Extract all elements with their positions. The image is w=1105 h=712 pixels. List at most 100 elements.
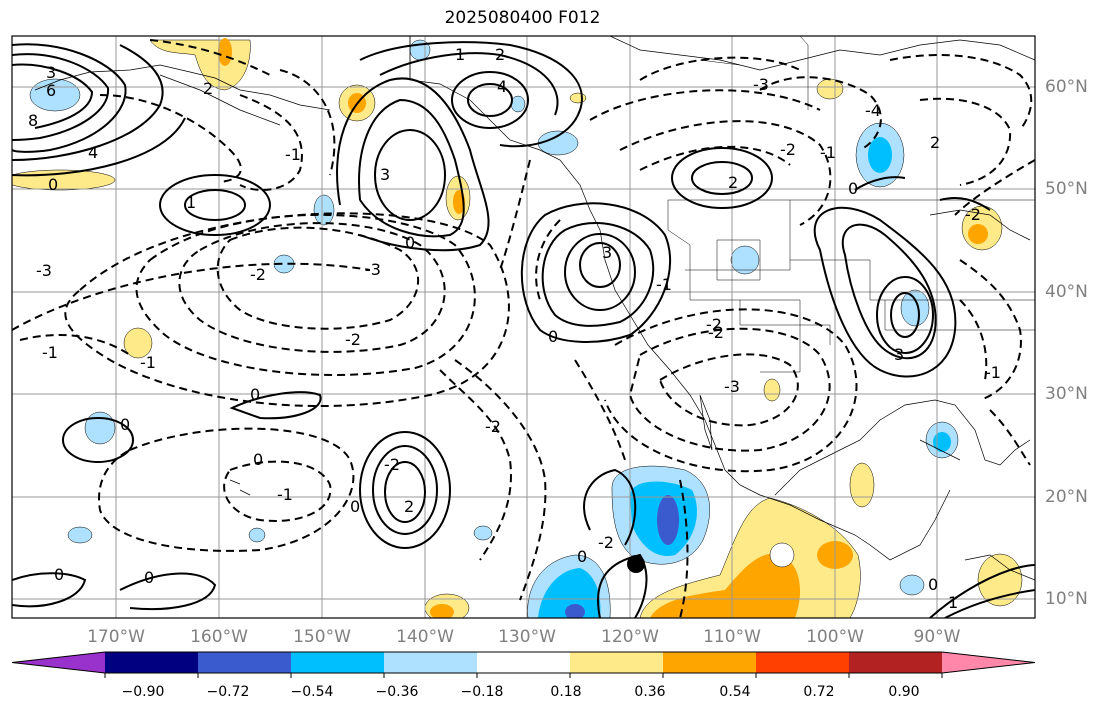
contour-label: 2: [404, 497, 414, 516]
contour-label: 0: [350, 497, 360, 516]
colorbar-label: 0.18: [550, 684, 582, 700]
neg-anomaly-strong: [565, 604, 585, 618]
contour-label: 0: [54, 565, 64, 584]
neg-anomaly-patch: [537, 130, 579, 156]
contour-label: 3: [46, 63, 56, 82]
colorbar-label: 0.54: [719, 684, 751, 700]
contour-label: 0: [250, 385, 260, 404]
contour-label: 1: [186, 193, 196, 212]
pos-anomaly-patch: [569, 92, 587, 104]
pos-anomaly-patch: [849, 462, 875, 508]
contour-label: 0: [928, 575, 938, 594]
colorbar-label: 0.72: [803, 684, 835, 700]
contour-label: -2: [708, 323, 724, 342]
contour-label: -1: [285, 145, 301, 164]
contour-label: -1: [42, 343, 58, 362]
neg-anomaly-core: [933, 432, 951, 452]
contour-label: 2: [203, 79, 213, 98]
pos-anomaly-patch: [763, 378, 781, 402]
lon-label-90w: 90°W: [913, 627, 961, 647]
colorbar-segment: [198, 652, 292, 673]
colorbar-segment: [849, 652, 943, 673]
contour-label: 3: [602, 243, 612, 262]
colorbar-segments: [11, 651, 1036, 674]
lon-label-110w: 110°W: [703, 627, 761, 647]
state-borders: [409, 36, 1035, 373]
contour-label: -1: [656, 275, 672, 294]
lon-label-150w: 150°W: [293, 627, 351, 647]
colorbar-label: −0.36: [375, 684, 419, 700]
contour-label: -3: [36, 261, 52, 280]
neg-anomaly-patch: [899, 574, 925, 596]
storm-center-marker: [627, 555, 645, 573]
neg-anomaly-patch: [313, 194, 335, 226]
pos-anomaly-core: [968, 224, 988, 244]
contour-label: -3: [724, 377, 740, 396]
colorbar-segment: [12, 652, 105, 673]
contour-label: -3: [365, 260, 381, 279]
contour-labels: 3 6 8 4 2 1 0 -1 -2 -3 1 2 4 -2 -3 -4 0 …: [28, 45, 1001, 612]
neg-anomaly-strong: [657, 495, 679, 545]
neg-anomaly-patch: [510, 95, 526, 113]
contour-label: 3: [894, 345, 904, 364]
contour-label: -2: [485, 417, 501, 436]
pos-anomaly-core: [218, 38, 232, 66]
contour-label: 2: [728, 173, 738, 192]
contour-label: 0: [848, 179, 858, 198]
colorbar-ticks: [104, 673, 943, 678]
lon-label-170w: 170°W: [87, 627, 145, 647]
colorbar-label: −0.72: [206, 684, 250, 700]
lat-label-10n: 10°N: [1045, 589, 1088, 609]
contour-label: 0: [48, 175, 58, 194]
contour-label: 8: [28, 111, 38, 130]
contours-positive: [12, 41, 1035, 618]
lon-label-160w: 160°W: [190, 627, 248, 647]
contour-label: -3: [753, 75, 769, 94]
map-frame-content: 3 6 8 4 2 1 0 -1 -2 -3 1 2 4 -2 -3 -4 0 …: [12, 36, 1035, 618]
lat-label-30n: 30°N: [1045, 384, 1088, 404]
pos-anomaly-patch: [977, 553, 1023, 607]
neg-anomaly-patch: [473, 525, 493, 541]
contour-label: 2: [495, 45, 505, 64]
colorbar-label: 0.36: [634, 684, 666, 700]
neg-anomaly-patch: [84, 411, 116, 445]
neg-anomaly-patch: [730, 245, 760, 275]
contour-label: 3: [380, 165, 390, 184]
contour-label: 1: [455, 45, 465, 64]
lat-label-60n: 60°N: [1045, 77, 1088, 97]
colorbar: [11, 651, 1036, 678]
colorbar-segment: [942, 652, 1035, 673]
lat-label-50n: 50°N: [1045, 179, 1088, 199]
lat-label-40n: 40°N: [1045, 282, 1088, 302]
contour-label: -2: [250, 265, 266, 284]
pos-anomaly-core: [430, 604, 454, 618]
pos-anomaly-patch: [123, 327, 153, 359]
colorbar-segment: [384, 652, 478, 673]
contour-label: -2: [345, 330, 361, 349]
colorbar-segment: [756, 652, 850, 673]
lon-label-100w: 100°W: [806, 627, 864, 647]
lat-label-20n: 20°N: [1045, 487, 1088, 507]
colorbar-segment: [663, 652, 757, 673]
neg-anomaly-core: [868, 137, 892, 173]
contour-label: -2: [965, 205, 981, 224]
colorbar-label: −0.54: [290, 684, 334, 700]
colorbar-segment: [570, 652, 664, 673]
lon-label-140w: 140°W: [396, 627, 454, 647]
map-border: [11, 35, 1036, 619]
contour-label: -1: [140, 353, 156, 372]
contour-label: -2: [598, 533, 614, 552]
contour-label: 4: [497, 77, 507, 96]
map-title: 2025080400 F012: [444, 8, 601, 28]
lon-label-130w: 130°W: [498, 627, 556, 647]
contour-label: -2: [384, 455, 400, 474]
graticule: [12, 36, 1035, 618]
contour-label: -1: [820, 143, 836, 162]
colorbar-segment: [477, 652, 571, 673]
contour-label: 0: [253, 450, 263, 469]
colorbar-segment: [291, 652, 385, 673]
contour-label: 0: [144, 568, 154, 587]
contour-label: 4: [88, 143, 98, 162]
neg-anomaly-patch: [248, 527, 266, 543]
